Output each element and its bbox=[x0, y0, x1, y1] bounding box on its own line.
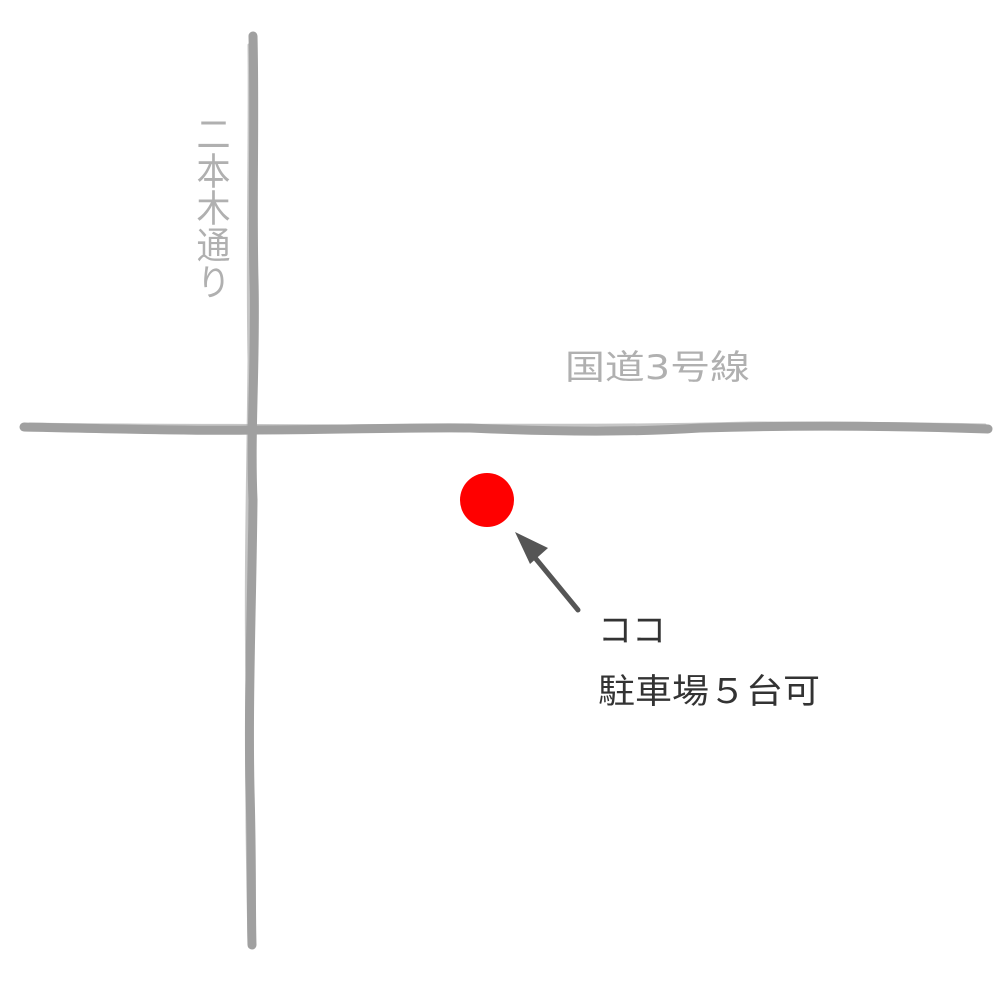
road-route-3 bbox=[19, 421, 993, 436]
arrow-icon bbox=[515, 532, 581, 613]
road-route-3-line bbox=[19, 421, 993, 436]
parking-note: 駐車場５台可 bbox=[598, 672, 820, 712]
arrow-head bbox=[515, 532, 548, 564]
marker-label: ココ bbox=[598, 611, 666, 651]
road-route-3-texture bbox=[28, 421, 987, 428]
road-label-route-3: 国道3号線 bbox=[565, 348, 750, 388]
road-nihongi-dori-line bbox=[244, 31, 259, 950]
location-marker-icon bbox=[460, 473, 514, 527]
road-nihongi-dori-texture bbox=[244, 43, 251, 942]
road-label-nihongi-dori: 二本木通り bbox=[190, 115, 230, 300]
road-nihongi-dori bbox=[244, 31, 259, 950]
